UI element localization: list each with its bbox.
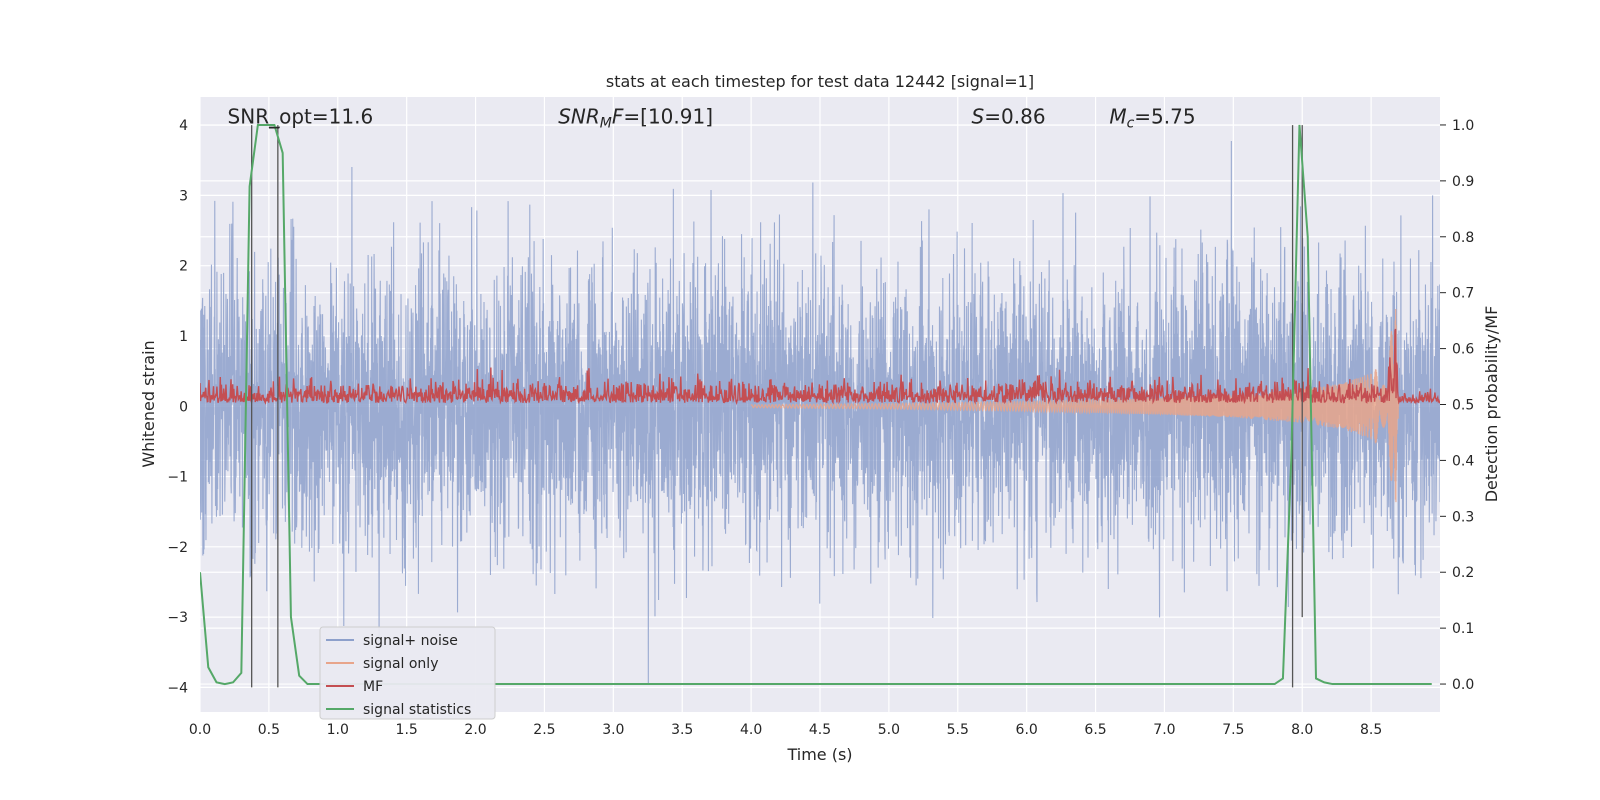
x-tick-label: 2.0 xyxy=(464,722,486,738)
legend-label: signal+ noise xyxy=(363,633,458,649)
series-signal-statistics xyxy=(200,123,1432,686)
legend: signal+ noise signal only MF signal statist… xyxy=(319,626,496,720)
x-axis-ticks: 0.0 0.5 1.0 1.5 2.0 2.5 3.0 3.5 4.0 4.5 5.0 5.5 6.0 6… xyxy=(189,722,1382,738)
mf-line xyxy=(200,328,1440,405)
series-signal-noise xyxy=(200,140,1440,685)
x-tick-label: 3.5 xyxy=(671,722,693,738)
y-tick-label: 1 xyxy=(179,329,188,345)
annotation: SNRMF=[10.91] xyxy=(558,105,713,132)
y-tick-label: 3 xyxy=(179,188,188,204)
x-tick-label: 8.0 xyxy=(1291,722,1313,738)
y-tick-label: −2 xyxy=(167,540,188,556)
annotation: Mc=5.75 xyxy=(1109,105,1195,132)
signal-only-line xyxy=(750,309,1400,503)
y-axis-right-ticks: 0.0 0.1 0.2 0.3 0.4 0.5 0.6 0.7 0.8 0.9 1.0 xyxy=(1440,118,1474,693)
y-tick-label: −4 xyxy=(167,680,188,696)
x-tick-label: 0.5 xyxy=(258,722,280,738)
y-tick-label: 0 xyxy=(179,399,188,415)
legend-box xyxy=(319,626,496,720)
x-tick-label: 1.5 xyxy=(396,722,418,738)
series-signal-only xyxy=(750,309,1400,503)
x-tick-label: 4.0 xyxy=(740,722,762,738)
y-tick-label: −1 xyxy=(167,470,188,486)
y-tick-label: 2 xyxy=(179,259,188,275)
annotations: SNR_opt=11.6 SNRMF=[10.91] S=0.86 Mc=5.75 xyxy=(228,105,1196,132)
y-right-tick-label: 0.3 xyxy=(1452,509,1474,525)
y-right-tick-label: 0.4 xyxy=(1452,453,1474,469)
x-tick-label: 5.0 xyxy=(878,722,900,738)
y-right-tick-label: 0.1 xyxy=(1452,621,1474,637)
x-tick-label: 0.0 xyxy=(189,722,211,738)
y-tick-label: −3 xyxy=(167,610,188,626)
y-right-tick-label: 0.6 xyxy=(1452,342,1474,358)
signal-statistics-line xyxy=(200,123,1432,686)
series-mf xyxy=(200,328,1440,405)
x-tick-label: 6.0 xyxy=(1016,722,1038,738)
x-tick-label: 5.5 xyxy=(947,722,969,738)
y-axis-ticks: −4 −3 −2 −1 0 1 2 3 4 xyxy=(167,118,188,696)
y-right-tick-label: 0.7 xyxy=(1452,286,1474,302)
x-tick-label: 7.5 xyxy=(1222,722,1244,738)
legend-label: signal statistics xyxy=(363,702,471,718)
x-tick-label: 8.5 xyxy=(1360,722,1382,738)
chart-title: stats at each timestep for test data 124… xyxy=(606,72,1034,91)
y-right-tick-label: 0.9 xyxy=(1452,174,1474,190)
annotation: S=0.86 xyxy=(972,105,1046,129)
legend-label: signal only xyxy=(363,656,438,672)
x-tick-label: 4.5 xyxy=(809,722,831,738)
annotation: SNR_opt=11.6 xyxy=(228,105,374,129)
x-tick-label: 7.0 xyxy=(1153,722,1175,738)
x-tick-label: 3.0 xyxy=(602,722,624,738)
y-right-tick-label: 0.5 xyxy=(1452,398,1474,414)
y-right-tick-label: 0.0 xyxy=(1452,677,1474,693)
x-axis-label: Time (s) xyxy=(786,745,852,764)
y-right-tick-label: 0.8 xyxy=(1452,230,1474,246)
y-axis-label: Whitened strain xyxy=(139,340,158,467)
y-tick-label: 4 xyxy=(179,118,188,134)
legend-label: MF xyxy=(363,679,383,695)
x-tick-label: 2.5 xyxy=(533,722,555,738)
signal-noise-line xyxy=(200,140,1440,685)
x-tick-label: 1.0 xyxy=(327,722,349,738)
y-axis-right-label: Detection probability/MF xyxy=(1482,306,1501,503)
x-tick-label: 6.5 xyxy=(1084,722,1106,738)
y-right-tick-label: 1.0 xyxy=(1452,118,1474,134)
y-right-tick-label: 0.2 xyxy=(1452,565,1474,581)
